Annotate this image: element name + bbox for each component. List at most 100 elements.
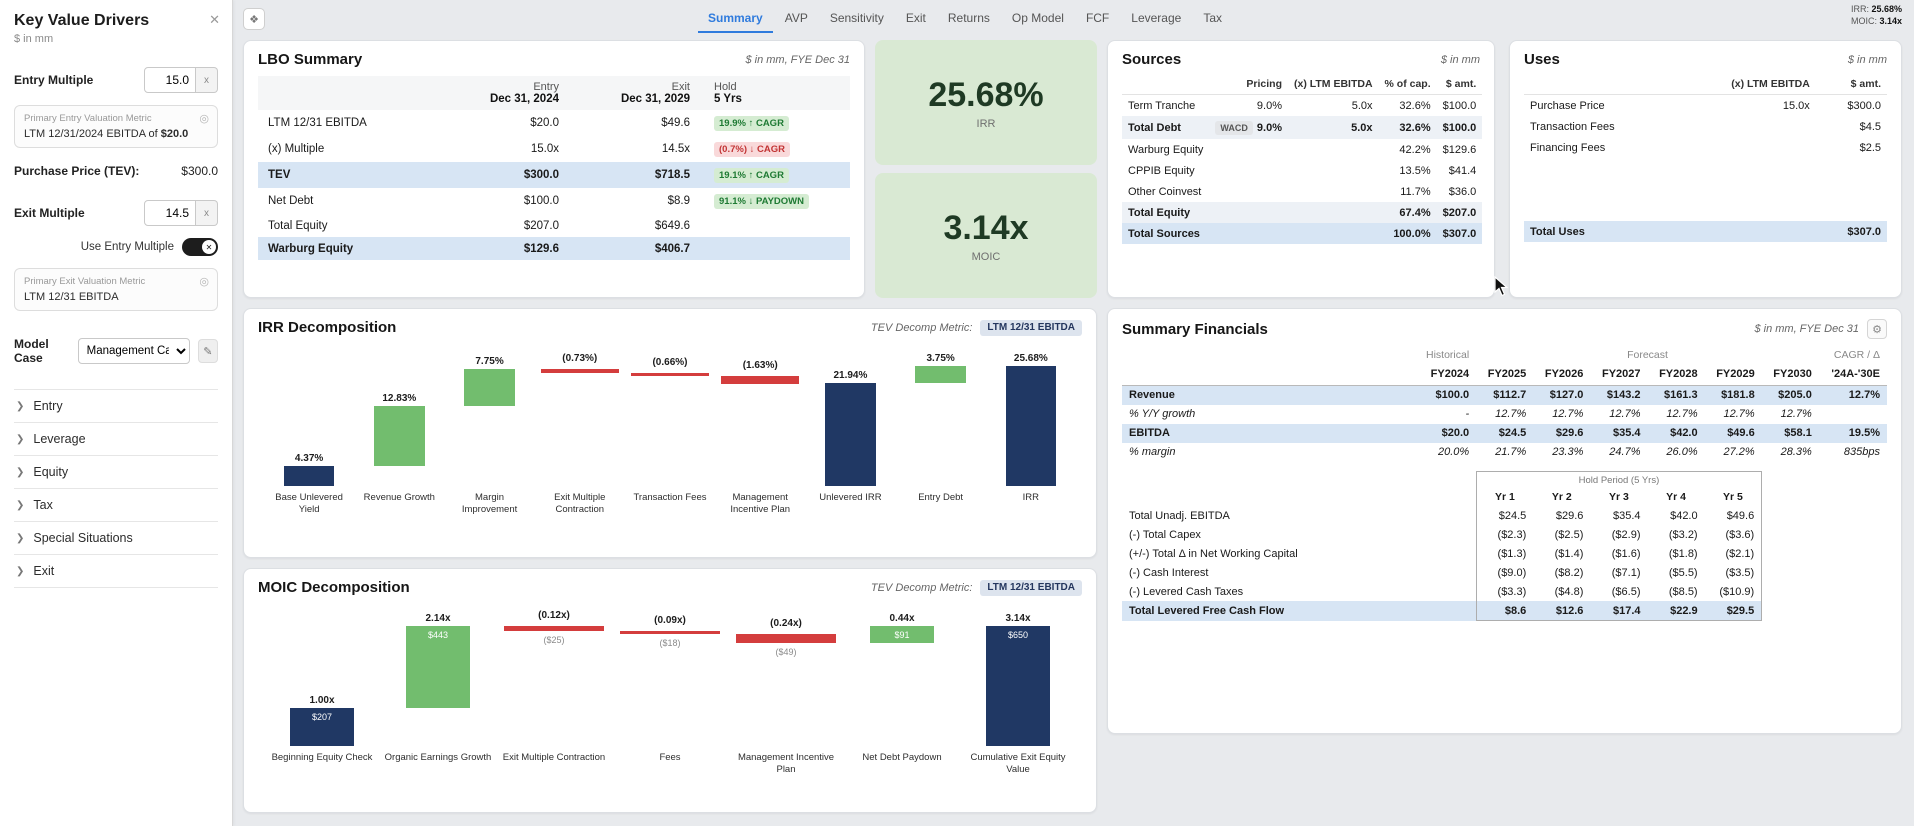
value-cell: ($4.8) bbox=[1554, 585, 1584, 598]
waterfall-plot-area: 3.14x $650 bbox=[960, 606, 1076, 746]
ltm-ebitda-cell bbox=[1675, 137, 1816, 158]
waterfall-plot-area: (1.63%) bbox=[715, 346, 805, 486]
sidebar-section-exit[interactable]: ❯ Exit bbox=[14, 554, 218, 588]
sources-table: Pricing (x) LTM EBITDA% of cap. $ amt. Ter… bbox=[1122, 74, 1483, 244]
metric-name-cell: Net Debt bbox=[268, 195, 314, 207]
sidebar-section-equity[interactable]: ❯ Equity bbox=[14, 455, 218, 488]
value-cell: 24.7% bbox=[1609, 446, 1641, 458]
exit-metric-text: LTM 12/31 EBITDA bbox=[24, 291, 119, 303]
waterfall-slot: 21.94% Unlevered IRR bbox=[805, 346, 895, 516]
sources-col-header: $ amt. bbox=[1436, 74, 1483, 95]
table-row: Warburg Equity 42.2% $129.6 bbox=[1122, 139, 1482, 160]
waterfall-plot-area: 1.00x $207 bbox=[264, 606, 380, 746]
sidebar-section-tax[interactable]: ❯ Tax bbox=[14, 488, 218, 521]
waterfall-value-label: 1.00x bbox=[309, 694, 335, 706]
value-cell: $35.4 bbox=[1612, 427, 1641, 439]
waterfall-slot: 7.75% Margin Improvement bbox=[444, 346, 534, 516]
dashboard-grid: LBO Summary $ in mm, FYE Dec 31 Entry Dec… bbox=[243, 40, 1902, 813]
value-cell: $22.9 bbox=[1647, 601, 1705, 621]
cagr-badge: (0.7%) ↓ CAGR bbox=[714, 141, 790, 157]
table-row: LTM 12/31 EBITDA $20.0 $49.6 19.9% ↑ CAGR bbox=[258, 110, 850, 136]
tab-sensitivity[interactable]: Sensitivity bbox=[829, 11, 884, 25]
sidebar-section-leverage[interactable]: ❯ Leverage bbox=[14, 422, 218, 455]
waterfall-value-label: (0.12x) bbox=[538, 610, 570, 621]
tev-decomp-metric-chip[interactable]: LTM 12/31 EBITDA bbox=[980, 579, 1082, 596]
source-name-cell: Total Debt bbox=[1128, 121, 1181, 134]
tab-fcf[interactable]: FCF bbox=[1085, 11, 1110, 25]
exit-multiple-input[interactable] bbox=[144, 200, 196, 226]
exit-value-cell: 14.5x bbox=[661, 143, 690, 155]
entry-multiple-input[interactable] bbox=[144, 67, 196, 93]
sidebar-section-special-situations[interactable]: ❯ Special Situations bbox=[14, 521, 218, 554]
tab-tax[interactable]: Tax bbox=[1203, 11, 1222, 25]
entry-value-cell: 15.0x bbox=[530, 143, 559, 155]
value-cell: - bbox=[1465, 408, 1470, 420]
wacd-badge: WACD bbox=[1215, 120, 1253, 135]
ltm-ebitda-cell: 5.0x bbox=[1351, 121, 1373, 134]
tab-leverage[interactable]: Leverage bbox=[1131, 11, 1182, 25]
row-label-cell: Revenue bbox=[1129, 389, 1175, 401]
cagr-cell bbox=[1819, 563, 1887, 582]
metric-info-icon[interactable]: ◎ bbox=[199, 276, 209, 288]
sidebar-units: $ in mm bbox=[14, 33, 54, 45]
tab-op-model[interactable]: Op Model bbox=[1011, 11, 1064, 25]
use-name-cell: Transaction Fees bbox=[1530, 120, 1615, 133]
value-cell: ($2.9) bbox=[1611, 528, 1641, 541]
tab-returns[interactable]: Returns bbox=[947, 11, 990, 25]
use-entry-multiple-toggle[interactable]: ✕ bbox=[182, 238, 218, 256]
model-case-select[interactable]: Management Case bbox=[77, 338, 190, 364]
tab-avp[interactable]: AVP bbox=[784, 11, 808, 25]
spacer-cell bbox=[1122, 462, 1414, 472]
hold-value-cell: 19.1% ↑ CAGR bbox=[700, 162, 850, 188]
table-row: TEV $300.0 $718.5 19.1% ↑ CAGR bbox=[258, 162, 850, 188]
summary-financials-table: Historical Forecast CAGR / Δ FY2024 FY2025 FY… bbox=[1122, 345, 1887, 621]
year-header: Yr 3 bbox=[1609, 490, 1629, 503]
summary-financials-panel: Summary Financials $ in mm, FYE Dec 31 ⚙… bbox=[1107, 308, 1902, 734]
waterfall-plot-area: 4.37% bbox=[264, 346, 354, 486]
moic-waterfall-chart: 1.00x $207 Beginning Equity Check 2.14x $443… bbox=[258, 606, 1082, 776]
use-name-cell bbox=[1524, 200, 1675, 221]
waterfall-value-label: (0.24x) bbox=[770, 618, 802, 630]
waterfall-value-label: 21.94% bbox=[833, 370, 868, 382]
value-cell: ($2.3) bbox=[1475, 525, 1534, 544]
table-row: (-) Total Capex ($2.3) ($2.5) ($2.9) ($3.2) (… bbox=[1122, 525, 1887, 544]
sources-col-header: (x) LTM EBITDA bbox=[1287, 74, 1379, 95]
sidebar-section-entry[interactable]: ❯ Entry bbox=[14, 389, 218, 422]
cagr-badge: 91.1% ↓ PAYDOWN bbox=[714, 193, 809, 209]
waterfall-value-label: (0.66%) bbox=[652, 356, 688, 368]
entry-multiple-row: Entry Multiple x bbox=[14, 67, 218, 93]
layout-grid-icon[interactable]: ❖ bbox=[243, 8, 265, 30]
entry-multiple-suffix: x bbox=[196, 67, 218, 93]
value-cell bbox=[1762, 487, 1819, 506]
metric-info-icon[interactable]: ◎ bbox=[199, 113, 209, 125]
value-cell: $42.0 bbox=[1670, 509, 1698, 522]
sidebar-key-value-drivers: Key Value Drivers $ in mm ✕ Entry Multip… bbox=[0, 0, 233, 826]
value-cell: $127.0 bbox=[1549, 389, 1584, 401]
hold-value-cell: 91.1% ↓ PAYDOWN bbox=[700, 188, 850, 214]
tab-summary[interactable]: Summary bbox=[698, 6, 773, 33]
close-icon[interactable]: ✕ bbox=[209, 12, 220, 27]
edit-pencil-icon[interactable]: ✎ bbox=[197, 339, 218, 363]
value-cell: $161.3 bbox=[1663, 389, 1698, 401]
amount-cell: $307.0 bbox=[1442, 227, 1477, 240]
waterfall-bar bbox=[374, 405, 425, 466]
tev-decomp-metric-chip[interactable]: LTM 12/31 EBITDA bbox=[980, 319, 1082, 336]
waterfall-value-label: (1.63%) bbox=[742, 359, 778, 371]
row-label-cell: Total Levered Free Cash Flow bbox=[1122, 601, 1414, 621]
table-row: Purchase Price 15.0x $300.0 bbox=[1524, 95, 1887, 117]
table-row: (x) Multiple 15.0x 14.5x (0.7%) ↓ CAGR bbox=[258, 136, 850, 162]
table-row: Yr 1 Yr 2 Yr 3 Yr 4 Yr 5 bbox=[1122, 487, 1887, 506]
gear-icon[interactable]: ⚙ bbox=[1867, 319, 1887, 339]
tab-exit[interactable]: Exit bbox=[905, 11, 926, 25]
table-row: Historical Forecast CAGR / Δ bbox=[1122, 345, 1887, 364]
lbo-summary-panel: LBO Summary $ in mm, FYE Dec 31 Entry Dec… bbox=[243, 40, 865, 298]
entry-metric-desc: LTM 12/31/2024 EBITDA of bbox=[24, 128, 158, 140]
sidebar-accordion: ❯ Entry ❯ Leverage ❯ Equity ❯ Tax ❯ Special Situa… bbox=[14, 389, 218, 588]
year-header: Yr 5 bbox=[1704, 487, 1763, 506]
column-header-line1: Hold bbox=[714, 81, 737, 93]
waterfall-slot: 3.75% Entry Debt bbox=[896, 346, 986, 516]
sidebar-section-label: Tax bbox=[33, 498, 53, 512]
waterfall-slot: (0.09x) ($18) Fees bbox=[612, 606, 728, 776]
purchase-price-value: $300.0 bbox=[181, 164, 218, 178]
waterfall-category-label: Base Unlevered Yield bbox=[275, 492, 343, 515]
